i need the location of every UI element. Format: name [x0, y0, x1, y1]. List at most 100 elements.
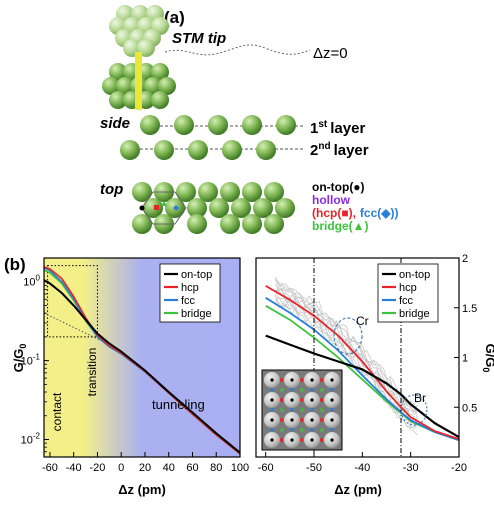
- left-chart-series: [43, 265, 241, 455]
- right-xtick-label: -60: [258, 462, 274, 474]
- inset-hcp-dot: [320, 398, 323, 402]
- top-atom: [253, 198, 273, 218]
- layer2-atom: [154, 140, 174, 160]
- top-view-atoms: [132, 182, 295, 234]
- inset-fcc-dot: [310, 408, 314, 411]
- dz0-guide-line: [164, 44, 311, 56]
- left-xtick-label: -60: [42, 462, 58, 474]
- inset-bridge-dot: [280, 428, 284, 432]
- tip-atom: [144, 77, 162, 95]
- top-atom: [220, 214, 240, 234]
- inset-bridge-dot: [300, 428, 304, 432]
- inset-ontop-dot: [310, 418, 314, 422]
- left-xtick-label: 0: [118, 462, 124, 474]
- inset-fcc-dot: [290, 408, 294, 411]
- inset-ontop-dot: [290, 378, 294, 382]
- top-atom: [231, 198, 251, 218]
- left-chart-xlabel: Δz (pm): [118, 482, 166, 497]
- inset-ontop-dot: [290, 418, 294, 422]
- right-xtick-label: -40: [354, 462, 370, 474]
- inset-fcc-dot: [330, 428, 334, 431]
- inset-ontop-dot: [290, 398, 294, 402]
- top-atom: [187, 198, 207, 218]
- right-chart-xlabel: Δz (pm): [334, 482, 382, 497]
- right-xtick-label: -30: [403, 462, 419, 474]
- experimental-trace: [274, 279, 418, 415]
- layer2-atom: [188, 140, 208, 160]
- inset-fcc-dot: [270, 408, 274, 411]
- right-ytick-label: 0.5: [462, 402, 477, 414]
- legend-entry-fcc: fcc: [181, 295, 196, 307]
- inset-hcp-dot: [320, 378, 323, 382]
- inset-ontop-dot: [330, 398, 334, 402]
- experimental-trace: [274, 276, 418, 406]
- top-atom: [209, 198, 229, 218]
- cr-region-marker: [333, 317, 363, 355]
- top-atom: [264, 214, 284, 234]
- inset-bridge-dot: [280, 388, 284, 392]
- inset-hcp-dot: [300, 378, 303, 382]
- inset-fcc-dot: [270, 388, 274, 391]
- top-atom: [187, 214, 207, 234]
- layer1-atom: [276, 115, 296, 135]
- left-ytick-label: 100: [23, 274, 40, 289]
- left-xtick-label: 20: [139, 462, 151, 474]
- region-contact: contact: [50, 392, 64, 431]
- dz0-label: Δz=0: [313, 45, 348, 62]
- layer1-label: 1st layer: [310, 119, 365, 137]
- legend-hollow: hollow: [312, 193, 351, 207]
- panel-a-label: (a): [164, 8, 185, 27]
- left-ytick-label: 10-1: [21, 353, 41, 368]
- right-ytick-label: 2: [462, 253, 468, 265]
- left-series-on-top: [43, 279, 241, 454]
- inset-bridge-dot: [300, 408, 304, 412]
- right-xtick-label: -20: [451, 462, 467, 474]
- legend-entry-bridge: bridge: [181, 308, 212, 320]
- top-atom: [220, 182, 240, 202]
- inset-bridge-dot: [320, 428, 324, 432]
- fcc-site-marker: [173, 205, 179, 211]
- inset-fcc-dot: [310, 428, 314, 431]
- legend-entry-bridge: bridge: [399, 308, 430, 320]
- top-atom: [264, 182, 284, 202]
- right-chart-series: [265, 285, 460, 441]
- top-label: top: [100, 181, 123, 198]
- zoom-box: [47, 265, 98, 338]
- inset-ontop-dot: [270, 398, 274, 402]
- panel-b-label: (b): [4, 255, 26, 274]
- legend-bridge: bridge(▲): [312, 219, 369, 233]
- layer2-atom: [222, 140, 242, 160]
- top-atom: [143, 198, 163, 218]
- hcp-site-marker: [154, 205, 159, 210]
- top-atom: [176, 182, 196, 202]
- right-ytick-label: 1: [462, 353, 468, 365]
- inset-fcc-dot: [290, 388, 294, 391]
- top-atom: [275, 198, 295, 218]
- left-chart: -60 -40 -20 0 20 40 60 80 100 100 10-1 10-2 G/G0 Δz…: [11, 257, 249, 497]
- bridge-site-marker: [161, 201, 167, 206]
- annotation-cr: Cr: [356, 314, 369, 328]
- tip-atom: [102, 77, 120, 95]
- inset-ontop-dot: [310, 438, 314, 442]
- stm-tip-drawing: [102, 5, 176, 109]
- tip-atom: [109, 91, 127, 109]
- inset-ontop-dot: [330, 418, 334, 422]
- inset-fcc-dot: [270, 428, 274, 431]
- inset-hcp-dot: [300, 418, 303, 422]
- unit-cell-outline: [141, 191, 187, 225]
- conductance-channel: [135, 52, 142, 110]
- layer1-atom: [174, 115, 194, 135]
- layer2-atom: [120, 140, 140, 160]
- inset-fcc-dot: [310, 388, 314, 391]
- tip-atom: [116, 77, 134, 95]
- layer2-label: 2nd layer: [310, 141, 369, 159]
- inset-hcp-dot: [320, 418, 323, 422]
- inset-ontop-dot: [310, 378, 314, 382]
- layer1-atom: [242, 115, 262, 135]
- tip-atom: [151, 63, 169, 81]
- left-xtick-label: -20: [90, 462, 106, 474]
- side-label: side: [100, 115, 130, 132]
- inset-fcc-dot: [330, 408, 334, 411]
- side-view-atoms: [120, 115, 296, 160]
